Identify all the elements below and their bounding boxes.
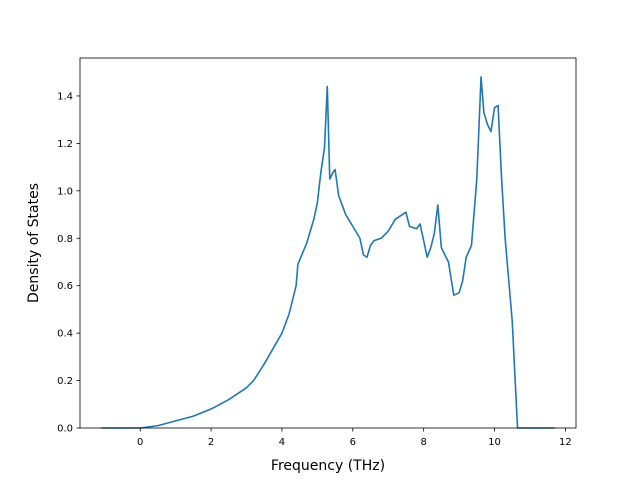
y-axis-ticks: 0.0 0.2 0.4 0.6 0.8 1.0 1.2 1.4	[57, 91, 80, 435]
x-tick-label: 12	[559, 437, 572, 448]
y-tick-label: 0.8	[57, 234, 73, 245]
x-tick-label: 4	[279, 437, 285, 448]
x-tick-label: 8	[420, 437, 426, 448]
y-axis-label: Density of States	[26, 183, 42, 303]
y-tick-label: 0.4	[57, 329, 73, 340]
x-tick-label: 0	[137, 437, 143, 448]
x-tick-label: 10	[488, 437, 501, 448]
x-axis-label: Frequency (THz)	[271, 458, 385, 474]
dos-series-line	[101, 76, 555, 429]
y-tick-label: 1.2	[57, 139, 73, 150]
y-tick-label: 1.4	[57, 91, 73, 102]
y-tick-label: 0.6	[57, 281, 73, 292]
x-axis-ticks: 0 2 4 6 8 10 12	[137, 428, 572, 448]
plot-area	[101, 76, 555, 429]
y-tick-label: 1.0	[57, 186, 73, 197]
x-tick-label: 2	[208, 437, 214, 448]
axes-frame	[79, 57, 577, 429]
y-tick-label: 0.0	[57, 424, 73, 435]
x-tick-label: 6	[350, 437, 356, 448]
y-tick-label: 0.2	[57, 376, 73, 387]
